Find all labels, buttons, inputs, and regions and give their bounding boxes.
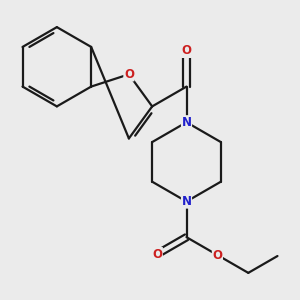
Text: N: N	[182, 116, 191, 129]
Text: O: O	[212, 248, 222, 262]
Text: N: N	[182, 195, 191, 208]
Text: O: O	[152, 248, 162, 260]
Text: O: O	[182, 44, 191, 57]
Text: O: O	[124, 68, 134, 81]
